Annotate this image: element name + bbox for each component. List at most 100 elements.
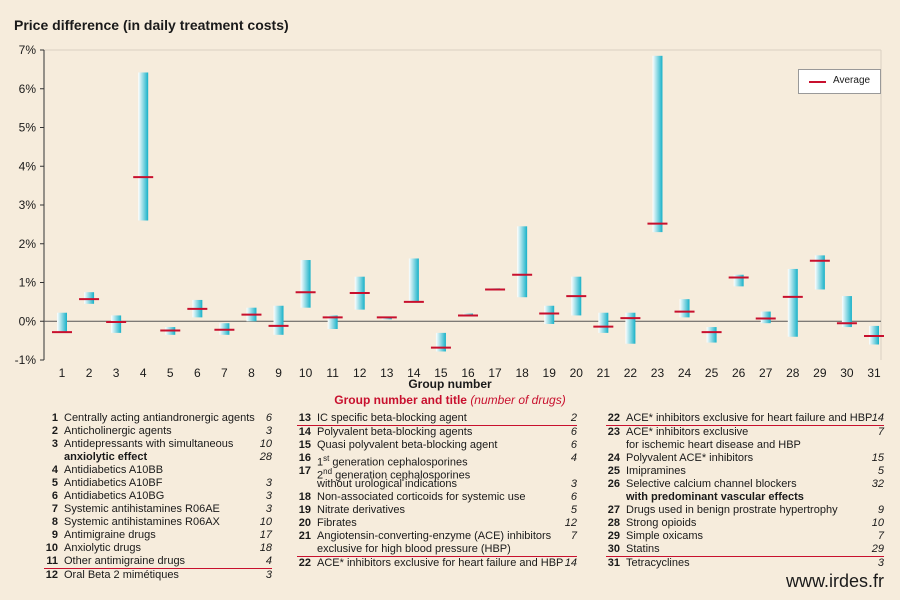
legend-row: 25 Imipramines 5 [606, 465, 884, 478]
legend-group-name: Quasi polyvalent beta-blocking agent [317, 439, 498, 451]
legend-group-number: 19 [298, 504, 311, 516]
legend-heading-note: (number of drugs) [470, 393, 566, 407]
y-tick-label: 0% [19, 314, 37, 328]
legend-row: 29 Simple oxicams 7 [606, 530, 884, 543]
x-tick-label: 28 [786, 366, 800, 380]
legend-row: 23 ACE* inhibitors exclusive 7 [606, 426, 884, 439]
range-bar [625, 312, 636, 344]
legend-group-name: IC specific beta-blocking agent [317, 412, 467, 424]
x-tick-label: 1 [59, 366, 66, 380]
x-tick-label: 27 [759, 366, 773, 380]
legend-group-name: Antimigraine drugs [64, 529, 156, 541]
legend-drug-count: 3 [877, 557, 884, 569]
legend-row: 21 Angiotensin-converting-enzyme (ACE) in… [297, 530, 577, 543]
legend-group-name: ACE* inhibitors exclusive for heart fail… [317, 557, 564, 569]
legend-group-name: Imipramines [626, 465, 686, 477]
legend-drug-count: 3 [570, 478, 577, 490]
legend-row: 13 IC specific beta-blocking agent 2 [297, 412, 577, 426]
legend-group-name: Anxiolytic drugs [64, 542, 142, 554]
range-bar [408, 258, 419, 302]
chart-title: Price difference (in daily treatment cos… [14, 17, 289, 33]
x-tick-label: 6 [194, 366, 201, 380]
legend-group-number: 4 [51, 464, 58, 476]
legend-drug-count: 3 [265, 569, 272, 581]
range-bar [652, 55, 663, 233]
legend-group-number: 1 [51, 412, 58, 424]
legend-drug-count: 7 [877, 530, 884, 542]
legend-row: 14 Polyvalent beta-blocking agents 6 [297, 426, 577, 439]
legend-group-name: Polyvalent beta-blocking agents [317, 426, 473, 438]
x-tick-label: 24 [678, 366, 692, 380]
x-tick-label: 26 [732, 366, 746, 380]
price-difference-chart: 7%6%5%4%3%2%1%0%-1%1 2 3 4 5 6 7 8 9 10 11 12 13 14 15… [15, 43, 884, 380]
legend-group-number: 12 [45, 569, 58, 581]
legend-row: 16 1st generation cephalosporines 4 [297, 452, 577, 469]
group-legend-column-2: 13 IC specific beta-blocking agent 2 14 Poly… [297, 412, 577, 570]
legend-row: exclusive for high blood pressure (HBP) [297, 543, 577, 556]
legend-group-number: 6 [51, 490, 58, 502]
legend-group-number: 8 [51, 516, 58, 528]
legend-group-number: 3 [51, 438, 58, 450]
range-bar [327, 315, 338, 329]
x-tick-label: 5 [167, 366, 174, 380]
legend-group-number: 9 [51, 529, 58, 541]
group-legend-column-1: 1 Centrally acting antiandronergic agents… [44, 412, 272, 582]
legend-group-name: Polyvalent ACE* inhibitors [626, 452, 754, 464]
x-tick-label: 15 [434, 366, 448, 380]
x-tick-label: 9 [275, 366, 282, 380]
range-bar [598, 312, 609, 333]
legend-row: 27 Drugs used in benign prostrate hypertr… [606, 504, 884, 517]
legend-drug-count: 4 [570, 452, 577, 464]
y-tick-label: 2% [19, 237, 37, 251]
legend-group-name: Oral Beta 2 mimétiques [64, 569, 179, 581]
x-tick-label: 2 [86, 366, 93, 380]
legend-group-name: 1st generation cephalosporines [317, 454, 468, 469]
legend-group-number: 20 [298, 517, 311, 529]
legend-drug-count: 29 [871, 543, 884, 555]
x-tick-label: 23 [651, 366, 665, 380]
legend-row: 11 Other antimigraine drugs 4 [44, 555, 272, 568]
legend-drug-count: 2 [570, 412, 577, 424]
legend-row: 6 Antidiabetics A10BG 3 [44, 490, 272, 503]
legend-drug-count: 5 [877, 465, 884, 477]
legend-row: 19 Nitrate derivatives 5 [297, 504, 577, 517]
range-bar [138, 72, 149, 221]
legend-group-number: 10 [45, 542, 58, 554]
legend-group-name: Anticholinergic agents [64, 425, 172, 437]
range-bar [300, 260, 311, 308]
legend-group-name: without urological indications [317, 478, 458, 490]
x-tick-label: 21 [597, 366, 611, 380]
range-bar [733, 274, 744, 287]
y-tick-label: 6% [19, 82, 37, 96]
legend-group-name: Nitrate derivatives [317, 504, 406, 516]
legend-row: 31 Tetracyclines 3 [606, 556, 884, 570]
legend-group-number: 5 [51, 477, 58, 489]
range-bar [517, 226, 528, 298]
legend-group-name: Strong opioids [626, 517, 697, 529]
legend-group-number: 16 [298, 452, 311, 464]
x-tick-label: 18 [515, 366, 529, 380]
legend-drug-count: 28 [259, 451, 272, 463]
legend-drug-count: 15 [871, 452, 884, 464]
legend-group-number: 30 [607, 543, 620, 555]
legend-group-name: Antidiabetics A10BG [64, 490, 165, 502]
legend-row: anxiolytic effect 28 [44, 451, 272, 464]
x-tick-label: 22 [624, 366, 638, 380]
legend-row: 1 Centrally acting antiandronergic agents… [44, 412, 272, 425]
legend-group-name: exclusive for high blood pressure (HBP) [317, 543, 511, 555]
legend-group-name: Fibrates [317, 517, 357, 529]
legend-group-name: Other antimigraine drugs [64, 555, 186, 567]
y-tick-label: 3% [19, 198, 37, 212]
legend-row: 4 Antidiabetics A10BB [44, 464, 272, 477]
footer-url: www.irdes.fr [785, 571, 884, 591]
x-tick-label: 8 [248, 366, 255, 380]
legend-row: 24 Polyvalent ACE* inhibitors 15 [606, 452, 884, 465]
legend-group-name: Antidiabetics A10BF [64, 477, 163, 489]
legend-group-name: Tetracyclines [626, 557, 690, 569]
range-bar [435, 332, 446, 352]
legend-group-number: 24 [607, 452, 620, 464]
legend-group-number: 7 [51, 503, 58, 515]
legend-row: 2 Anticholinergic agents 3 [44, 425, 272, 438]
average-legend: Average [798, 69, 881, 94]
legend-group-number: 23 [607, 426, 620, 438]
